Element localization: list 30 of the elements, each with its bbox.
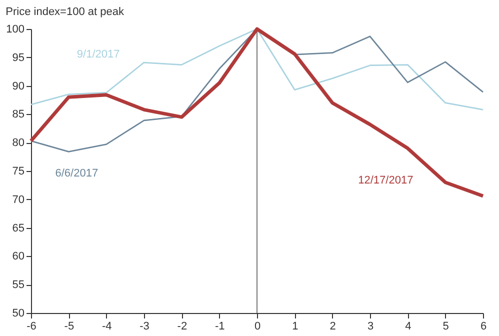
x-tick-label: 4 xyxy=(405,320,412,332)
chart-title: Price index=100 at peak xyxy=(6,6,124,18)
x-tick-label: 2 xyxy=(330,320,336,332)
x-tick-label: -3 xyxy=(140,320,150,332)
x-tick-label: 1 xyxy=(292,320,298,332)
x-tick-label: -2 xyxy=(177,320,188,332)
y-tick-label: 65 xyxy=(12,222,24,234)
y-tick-label: 70 xyxy=(12,194,24,206)
y-tick-label: 85 xyxy=(12,108,24,121)
x-tick-label: 5 xyxy=(442,320,449,332)
line-series xyxy=(30,28,484,110)
x-tick-label: -4 xyxy=(102,320,112,332)
y-tick-label: 90 xyxy=(12,80,24,92)
series-label: 6/6/2017 xyxy=(55,168,98,180)
series-label: 9/1/2017 xyxy=(76,48,120,61)
x-tick-label: 6 xyxy=(480,320,487,332)
y-tick-label: 50 xyxy=(12,308,24,320)
y-tick-label: 60 xyxy=(12,250,24,263)
x-tick-label: 0 xyxy=(254,320,261,332)
x-tick-label: -6 xyxy=(26,320,36,332)
y-tick-label: 100 xyxy=(6,24,24,36)
x-tick-label: 3 xyxy=(367,320,374,332)
x-tick-label: -1 xyxy=(214,320,225,332)
y-tick-label: 55 xyxy=(12,279,24,292)
y-tick-label: 80 xyxy=(12,137,24,150)
line-series xyxy=(29,27,485,198)
series-label: 12/17/2017 xyxy=(358,174,414,186)
y-tick-label: 95 xyxy=(12,52,24,64)
y-tick-label: 75 xyxy=(12,166,24,178)
x-tick-label: -5 xyxy=(64,320,74,332)
